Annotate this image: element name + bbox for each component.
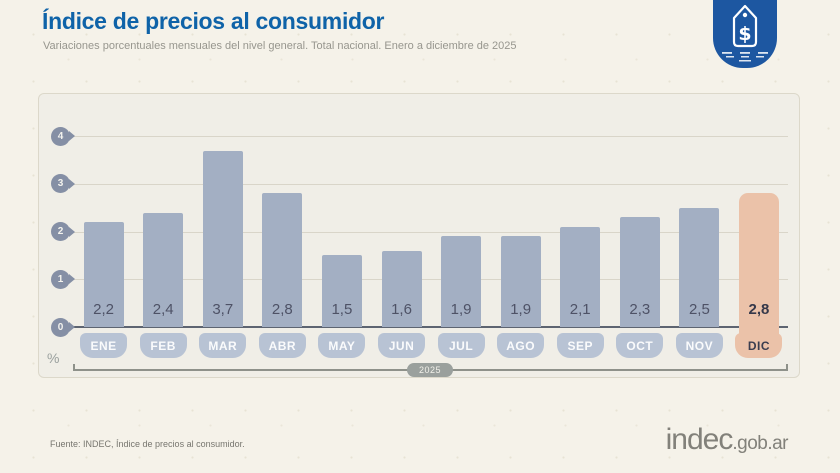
gridline [73,183,788,185]
gridline [73,136,788,138]
bar-oct [619,217,660,327]
bar-sep [560,226,601,327]
bar-value-label: 1,5 [331,301,353,318]
y-axis-tick-label: 4 [57,130,64,142]
month-label-dic: DIC [735,333,783,358]
bar-abr [262,193,303,327]
bar-nov [679,207,720,327]
bar-value-label: 2,1 [569,301,591,318]
bar-value-label: 1,9 [510,301,532,318]
bar-may [321,255,362,327]
price-tag-badge: $ [713,0,777,68]
price-tag-dollar-icon: $ [722,4,768,62]
source-note: Fuente: INDEC, Índice de precios al cons… [50,439,245,449]
bar-value-label: 2,4 [152,301,174,318]
month-label-nov: NOV [675,333,723,358]
y-axis-tick-label: 1 [57,273,64,285]
zero-axis-line [73,326,788,328]
month-label-ene: ENE [80,333,128,358]
bar-dic [738,193,779,336]
bar-jun [381,250,422,327]
bar-jul [441,236,482,327]
y-axis-tick-label: 3 [57,178,64,190]
y-axis-tick-label: 2 [57,226,64,238]
bar-value-label: 1,6 [391,301,412,318]
bar-mar [202,150,243,327]
bar-value-label: 2,8 [748,301,770,318]
x-axis-year-label: 2025 [407,363,453,377]
bar-value-label: 1,9 [450,301,472,318]
y-axis-tick-pin: 0 [51,317,70,337]
month-label-jun: JUN [378,333,425,358]
indec-logo-suffix: .gob.ar [732,433,788,454]
gridline [73,279,788,281]
month-label-mar: MAR [199,333,247,358]
y-axis-tick-pin: 3 [51,174,70,194]
indec-logo-main: indec [665,423,734,456]
bar-value-label: 2,5 [688,301,710,318]
bar-value-label: 2,8 [271,301,293,318]
month-label-sep: SEP [556,333,604,358]
month-label-oct: OCT [616,333,664,358]
chart-panel: % 2025 0 1 2 3 4 2,2 ENE 2,4 FEB 3,7 MAR 2,8 ABR 1,5 M… [38,93,800,378]
bar-ene [83,222,124,327]
page-subtitle: Variaciones porcentuales mensuales del n… [43,40,517,52]
month-label-ago: AGO [497,333,545,358]
gridline [73,231,788,233]
y-axis-tick-pin: 2 [51,222,70,242]
y-axis-tick-pin: 4 [51,126,70,146]
y-axis-tick-pin: 1 [51,269,70,289]
month-label-may: MAY [318,333,366,358]
bar-value-label: 2,2 [93,301,115,318]
month-label-abr: ABR [258,333,306,358]
month-label-jul: JUL [437,333,485,358]
bar-value-label: 2,3 [629,301,651,318]
month-label-feb: FEB [139,333,187,358]
page-title: Índice de precios al consumidor [42,8,385,34]
bar-feb [143,212,184,327]
bar-value-label: 3,7 [212,301,234,318]
svg-text:$: $ [738,23,751,45]
bar-ago [500,236,541,327]
indec-logo: indec .gob.ar [665,423,789,457]
y-axis-tick-label: 0 [57,321,64,333]
y-axis-unit-label: % [47,350,60,366]
